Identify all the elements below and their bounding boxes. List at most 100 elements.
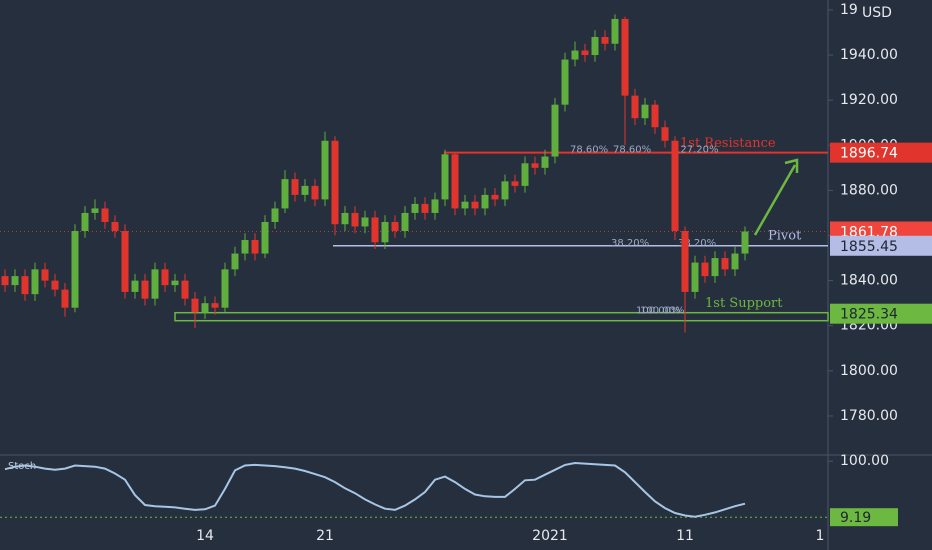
candle-body [681,230,689,292]
candle-body [141,280,149,299]
forecast-arrow [753,158,799,236]
candle-body [351,212,359,227]
candle-body [541,156,549,168]
level-name: 1st Resistance [680,136,776,151]
fib-label: 127.20% [674,145,719,156]
candle-body [121,230,129,292]
candle-body [1,276,9,286]
fib-label: 100.00% [636,306,681,317]
candle-body [431,199,439,213]
x-tick-label: 21 [316,528,334,544]
x-tick-label: 2021 [532,528,568,544]
candle-body [211,303,219,308]
y-tick-label: 1840.00 [840,273,898,289]
candle-body [201,303,209,313]
y-tick-label: 1940.00 [840,47,898,63]
candle-body [41,269,49,281]
fib-label: 100.00% [640,306,685,317]
currency: USD [862,5,892,21]
price-box-label: 1896.74 [840,146,898,162]
candle-body [401,212,409,231]
candle-body [671,140,679,231]
candle-body [361,217,369,227]
candle-body [531,163,539,168]
candle-body [191,298,199,313]
candle-body [151,269,159,299]
y-tick-label: 100.00 [840,453,889,469]
candle-body [641,104,649,119]
candle-body [711,258,719,277]
candle-body [561,59,569,105]
candle-body [231,253,239,270]
candle-body [491,194,499,200]
candle-body [331,140,339,225]
candle-body [441,154,449,200]
candle-body [31,269,39,295]
level-box [830,508,898,527]
candle-body [481,194,489,209]
stoch-pane: Stoch 100.009.19 [0,453,898,527]
candle-body [241,240,249,254]
x-tick-label: 14 [196,528,214,544]
candle-body [521,163,529,186]
candle-body [271,208,279,222]
candle-body [411,203,419,213]
candle-body [71,230,79,308]
candle-body [301,185,309,195]
fib-label: 78.60% [613,145,651,156]
stoch-line [4,461,746,518]
candle-body [511,181,519,186]
y-tick-label: 1800.00 [840,363,898,379]
candle-body [611,18,619,44]
x-tick-label: 1 [816,528,825,544]
candle-body [341,212,349,225]
candle-body [61,289,69,308]
candle-body [461,201,469,209]
candle-body [741,231,749,254]
candle-body [91,208,99,213]
level-name: 1st Support [705,296,783,311]
y-tick-label: 1780.00 [840,408,898,424]
candle-body [501,181,509,200]
candle-body [591,36,599,56]
candle-body [261,221,269,254]
price-box [830,235,932,256]
candle-body [311,185,319,200]
candle-body [371,217,379,243]
candle-body [251,240,259,254]
candle-body [281,179,289,209]
candle-body [131,280,139,292]
price-box [830,303,932,324]
support-band [174,311,829,322]
candle-body [181,280,189,299]
main-pane: 1780.001800.001820.001840.001860.001880.… [0,2,932,424]
candle-body [221,269,229,308]
candle-body [721,258,729,270]
price-box-label: 1855.45 [840,239,898,255]
candle-body [701,262,709,277]
candle-body [451,154,459,209]
candle-body [551,104,559,157]
fib-label: 78.60% [570,145,608,156]
y-tick-label: 1920.00 [840,92,898,108]
candle-body [601,36,609,44]
candle-body [81,212,89,231]
candle-body [101,208,109,222]
y-tick-label: 1880.00 [840,182,898,198]
fib-label: 38.20% [678,238,716,249]
candle-body [171,280,179,286]
candle-body [471,201,479,209]
candle-body [11,276,19,286]
candle-body [581,50,589,56]
candle-body [661,127,669,141]
candle-body [651,104,659,128]
currency-bg [858,2,902,22]
price-box-label: 1825.34 [840,307,898,323]
candle-body [321,140,329,200]
candle-body [21,276,29,295]
candle-body [381,221,389,243]
candle-body [571,50,579,60]
fib-label: 38.20% [611,238,649,249]
